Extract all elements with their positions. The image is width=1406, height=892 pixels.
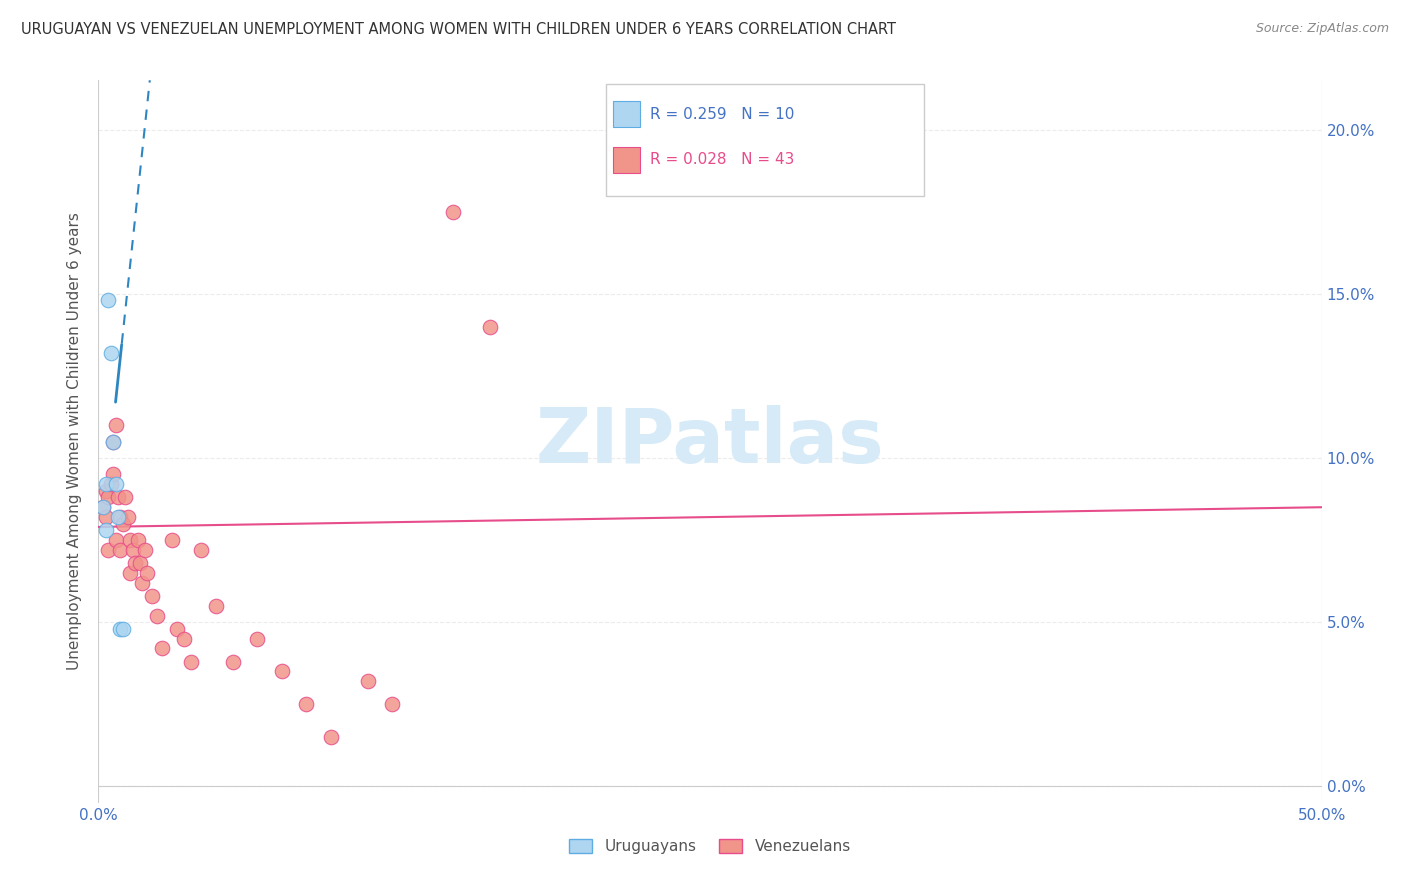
Point <box>94 477 117 491</box>
Point <box>136 566 159 580</box>
Point <box>270 665 294 679</box>
Point <box>124 556 146 570</box>
Point <box>104 477 127 491</box>
Point <box>166 622 188 636</box>
Point <box>319 730 342 744</box>
Point <box>101 434 124 449</box>
Point <box>356 674 378 689</box>
Point <box>160 533 183 547</box>
Point <box>129 556 152 570</box>
Y-axis label: Unemployment Among Women with Children Under 6 years: Unemployment Among Women with Children U… <box>67 212 83 671</box>
Point <box>114 491 136 505</box>
Point <box>101 434 124 449</box>
Bar <box>613 147 640 173</box>
Point <box>91 500 114 515</box>
Point <box>150 641 173 656</box>
Point <box>107 510 129 524</box>
Point <box>295 698 318 712</box>
Point <box>110 542 132 557</box>
Text: R = 0.259   N = 10: R = 0.259 N = 10 <box>650 107 794 121</box>
Text: ZIPatlas: ZIPatlas <box>536 405 884 478</box>
Point <box>107 491 129 505</box>
Point <box>222 655 245 669</box>
Point <box>246 632 269 646</box>
Point <box>381 698 404 712</box>
FancyBboxPatch shape <box>606 84 924 196</box>
Point <box>120 533 142 547</box>
Text: URUGUAYAN VS VENEZUELAN UNEMPLOYMENT AMONG WOMEN WITH CHILDREN UNDER 6 YEARS COR: URUGUAYAN VS VENEZUELAN UNEMPLOYMENT AMO… <box>21 22 896 37</box>
Point <box>131 575 153 590</box>
Legend: Uruguayans, Venezuelans: Uruguayans, Venezuelans <box>564 833 856 860</box>
Point <box>97 542 120 557</box>
Point <box>146 608 169 623</box>
Point <box>190 542 212 557</box>
Point <box>104 533 127 547</box>
Text: Source: ZipAtlas.com: Source: ZipAtlas.com <box>1256 22 1389 36</box>
Point <box>441 204 464 219</box>
Point <box>478 319 501 334</box>
Point <box>97 491 120 505</box>
Point <box>91 500 114 515</box>
Point <box>101 467 124 482</box>
Point <box>173 632 195 646</box>
Point <box>127 533 149 547</box>
Point <box>111 516 134 531</box>
Point <box>100 477 122 491</box>
Point <box>94 483 117 498</box>
Point <box>121 542 143 557</box>
Point <box>117 510 139 524</box>
Point <box>110 622 132 636</box>
Point <box>110 510 132 524</box>
Text: R = 0.028   N = 43: R = 0.028 N = 43 <box>650 153 794 168</box>
Point <box>94 523 117 537</box>
Point <box>205 599 228 613</box>
Point <box>120 566 142 580</box>
Point <box>104 418 127 433</box>
Bar <box>613 101 640 128</box>
Point <box>111 622 134 636</box>
Point <box>94 510 117 524</box>
Point <box>100 346 122 360</box>
Point <box>141 589 163 603</box>
Point <box>97 293 120 308</box>
Point <box>134 542 156 557</box>
Point <box>180 655 202 669</box>
